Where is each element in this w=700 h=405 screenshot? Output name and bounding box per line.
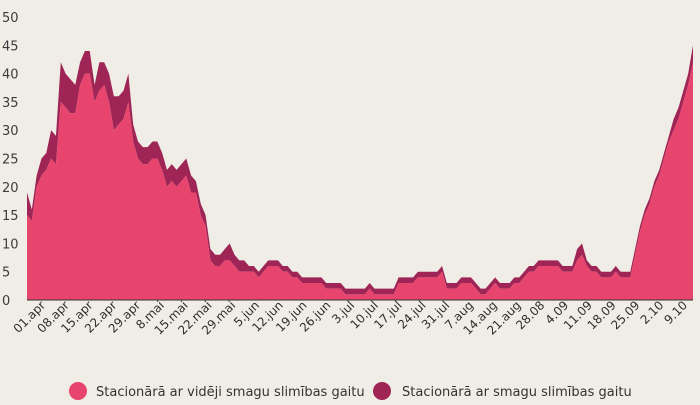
x-tick-label: 9.10 — [661, 298, 690, 327]
x-axis: 01.apr08.apr15.apr22.apr29.apr8.mai15.ma… — [11, 298, 690, 337]
y-tick-label: 50 — [2, 11, 19, 26]
y-tick-label: 15 — [2, 209, 19, 224]
y-tick-label: 5 — [2, 266, 10, 281]
y-tick-label: 10 — [2, 237, 19, 252]
legend-label-moderate: Stacionārā ar vidēji smagu slimības gait… — [96, 385, 365, 400]
y-tick-label: 35 — [2, 96, 19, 111]
legend-marker-moderate — [69, 382, 87, 400]
legend: Stacionārā ar vidēji smagu slimības gait… — [69, 382, 632, 400]
y-tick-label: 40 — [2, 68, 19, 83]
area-series-moderate[interactable] — [27, 62, 693, 300]
y-tick-label: 45 — [2, 39, 19, 54]
legend-marker-severe — [373, 382, 391, 400]
y-axis: 0 5 10 15 20 25 30 35 40 45 50 — [2, 11, 19, 309]
legend-label-severe: Stacionārā ar smagu slimības gaitu — [402, 385, 632, 400]
y-tick-label: 25 — [2, 153, 19, 168]
y-tick-label: 30 — [2, 124, 19, 139]
chart-areas — [27, 45, 693, 300]
y-tick-label: 0 — [2, 294, 10, 309]
x-tick-label: 2.10 — [638, 298, 667, 327]
legend-item-moderate[interactable]: Stacionārā ar vidēji smagu slimības gait… — [69, 382, 365, 400]
legend-item-severe[interactable]: Stacionārā ar smagu slimības gaitu — [373, 382, 632, 400]
y-tick-label: 20 — [2, 181, 19, 196]
